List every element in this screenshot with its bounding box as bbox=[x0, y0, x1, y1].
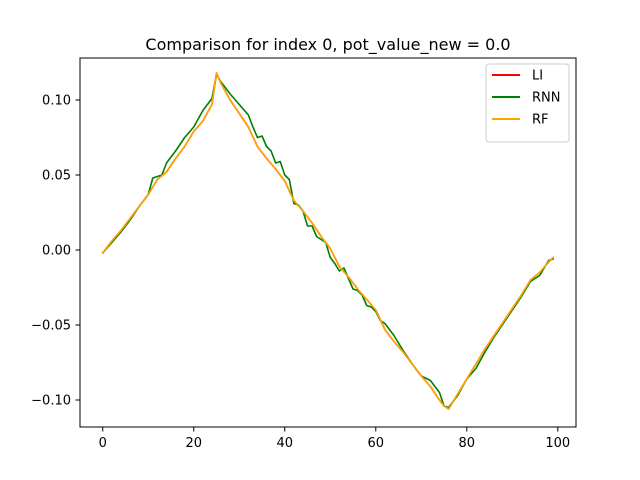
x-tick-label: 20 bbox=[185, 436, 202, 451]
x-tick-label: 0 bbox=[99, 436, 107, 451]
x-tick-label: 80 bbox=[459, 436, 476, 451]
legend-label-rf: RF bbox=[532, 113, 549, 128]
y-tick-label: 0.05 bbox=[42, 169, 71, 184]
y-tick-label: −0.05 bbox=[31, 319, 71, 334]
series-layer bbox=[101, 72, 555, 410]
x-tick-label: 60 bbox=[368, 436, 385, 451]
y-tick-label: 0.00 bbox=[42, 244, 71, 259]
plot-frame bbox=[79, 57, 577, 428]
legend-box bbox=[485, 63, 570, 143]
y-tick-label: 0.10 bbox=[42, 94, 71, 109]
x-tick-label: 40 bbox=[276, 436, 293, 451]
y-tick-label: −0.10 bbox=[31, 394, 71, 409]
legend-label-li: LI bbox=[532, 69, 543, 84]
x-axis: 0 20 40 60 80 100 bbox=[99, 427, 570, 451]
legend-label-rnn: RNN bbox=[532, 91, 560, 106]
series-line-rf bbox=[101, 72, 555, 410]
x-tick-label: 100 bbox=[545, 436, 570, 451]
chart-title: Comparison for index 0, pot_value_new = … bbox=[145, 35, 510, 55]
y-axis: −0.10 −0.05 0.00 0.05 0.10 bbox=[31, 94, 80, 409]
legend: LI RNN RF bbox=[485, 63, 570, 143]
